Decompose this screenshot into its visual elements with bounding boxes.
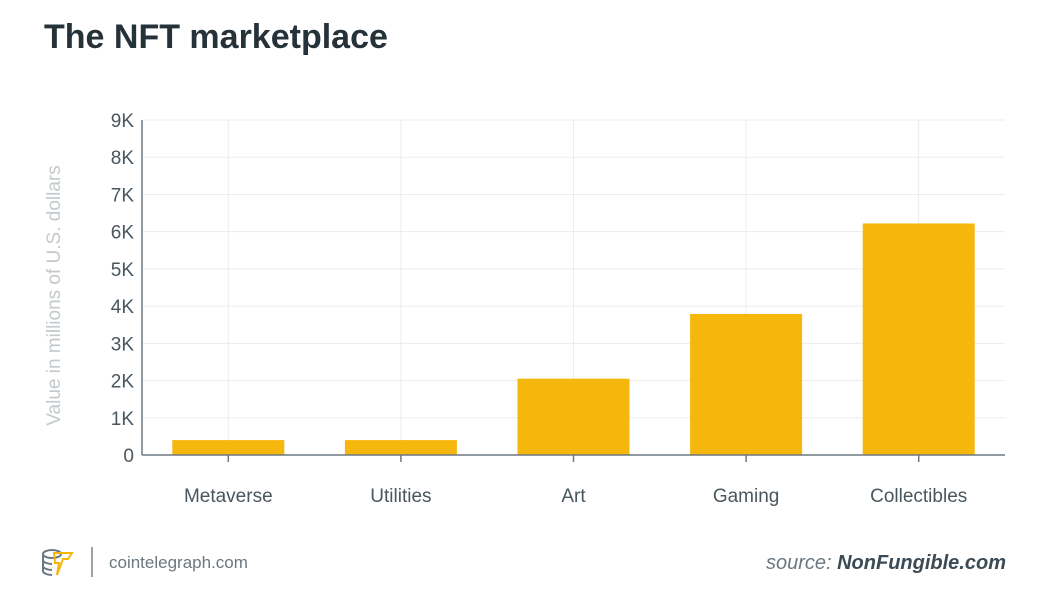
y-axis-label: Value in millions of U.S. dollars (44, 165, 65, 425)
footer-divider (91, 547, 93, 577)
chart-title: The NFT marketplace (44, 18, 388, 56)
source-name: NonFungible.com (837, 552, 1006, 574)
y-tick-label: 8K (111, 148, 135, 169)
y-tick-label: 0 (123, 446, 134, 467)
footer-site: cointelegraph.com (109, 553, 248, 572)
x-tick-label: Utilities (370, 486, 431, 507)
bar-gaming (690, 313, 803, 455)
x-tick-label: Collectibles (870, 486, 967, 507)
y-tick-label: 4K (111, 297, 135, 318)
y-tick-label: 1K (111, 409, 135, 430)
bar-collectibles (862, 223, 975, 455)
y-tick-label: 3K (111, 334, 135, 355)
source-credit: source: NonFungible.com (766, 552, 1006, 575)
y-tick-label: 7K (111, 185, 135, 206)
y-tick-label: 9K (111, 111, 135, 132)
bar-chart: 0 1K 2K 3K 4K 5K 6K 7K 8K 9K Metaverse Utilities Art… (44, 111, 1005, 507)
cointelegraph-logo-icon (42, 549, 74, 576)
x-tick-label: Art (561, 486, 586, 507)
x-tick-label: Metaverse (184, 486, 273, 507)
x-tick-label: Gaming (713, 486, 780, 507)
bar-art (517, 378, 630, 455)
y-tick-label: 5K (111, 260, 135, 281)
y-tick-label: 2K (111, 372, 135, 393)
y-tick-label: 6K (111, 223, 135, 244)
bar-utilities (344, 440, 457, 455)
bar-metaverse (172, 440, 285, 455)
source-prefix: source: (765, 552, 838, 574)
